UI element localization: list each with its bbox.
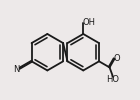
Text: O: O — [114, 54, 121, 63]
Text: OH: OH — [82, 18, 95, 27]
Text: N: N — [14, 65, 20, 74]
Text: HO: HO — [106, 75, 119, 84]
